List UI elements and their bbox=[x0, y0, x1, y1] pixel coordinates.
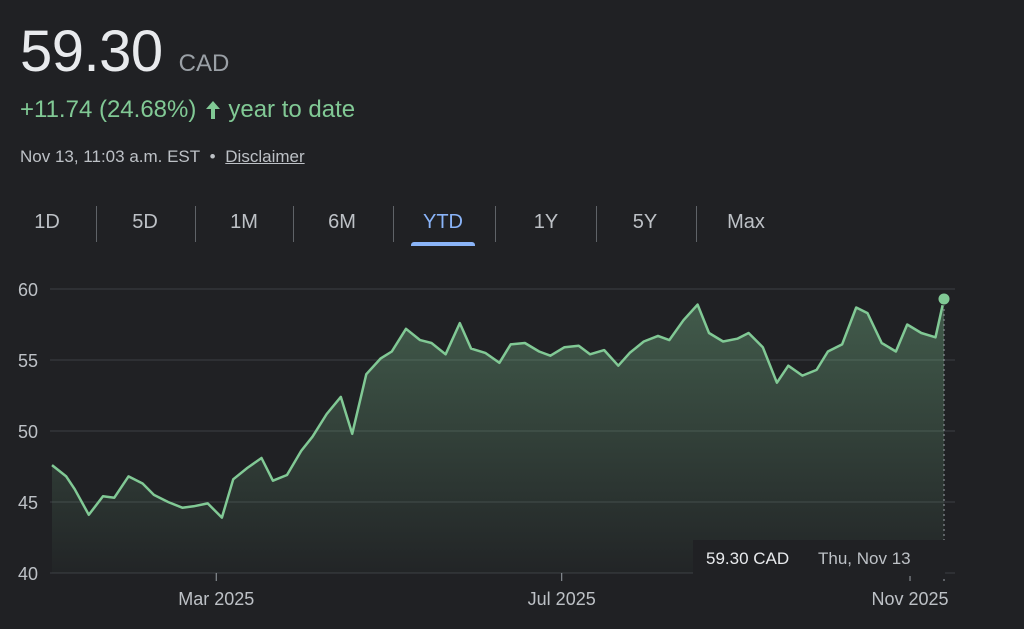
tab-1d[interactable]: 1D bbox=[34, 210, 60, 233]
price-line bbox=[51, 298, 946, 519]
current-price: 59.30 bbox=[20, 19, 163, 84]
tooltip-date: Thu, Nov 13 bbox=[818, 549, 911, 568]
x-tick-label: Nov 2025 bbox=[871, 589, 948, 609]
tab-divider bbox=[96, 206, 97, 242]
currency-label: CAD bbox=[178, 50, 230, 77]
time-range-tabs: 1D 5D 1M 6M YTD 1Y 5Y Max bbox=[0, 200, 800, 250]
price-area bbox=[52, 298, 944, 573]
tooltip-value: 59.30 CAD bbox=[706, 549, 789, 568]
separator: • bbox=[209, 147, 216, 166]
active-tab-indicator bbox=[411, 242, 475, 246]
tooltip-box bbox=[693, 540, 945, 576]
tab-5d[interactable]: 5D bbox=[132, 210, 158, 233]
tab-1m[interactable]: 1M bbox=[230, 210, 258, 233]
x-tick-label: Mar 2025 bbox=[178, 589, 254, 609]
timestamp-row: Nov 13, 11:03 a.m. EST • Disclaimer bbox=[20, 147, 305, 167]
current-point bbox=[937, 292, 951, 306]
tab-divider bbox=[194, 206, 196, 242]
y-tick-label: 45 bbox=[18, 493, 38, 513]
tab-1y[interactable]: 1Y bbox=[533, 210, 559, 233]
tab-ytd[interactable]: YTD bbox=[423, 210, 463, 233]
y-tick-label: 55 bbox=[18, 351, 38, 371]
x-tick-label: Jul 2025 bbox=[528, 589, 596, 609]
disclaimer-link[interactable]: Disclaimer bbox=[225, 147, 305, 166]
price-change: +11.74 (24.68%) year to date bbox=[20, 96, 355, 124]
y-tick-label: 50 bbox=[18, 422, 38, 442]
change-value: +11.74 (24.68%) bbox=[20, 96, 197, 123]
tab-divider bbox=[595, 206, 597, 242]
change-period: year to date bbox=[228, 96, 356, 123]
tab-divider bbox=[392, 206, 394, 242]
arrow-up-icon bbox=[204, 99, 222, 121]
tab-6m[interactable]: 6M bbox=[328, 210, 356, 233]
y-tick-label: 40 bbox=[18, 564, 38, 584]
tab-5y[interactable]: 5Y bbox=[632, 210, 658, 233]
price-header: 59.30 CAD bbox=[20, 18, 229, 85]
tab-max[interactable]: Max bbox=[727, 210, 765, 233]
timestamp: Nov 13, 11:03 a.m. EST bbox=[20, 147, 200, 166]
tab-divider bbox=[695, 206, 697, 242]
tab-divider bbox=[494, 206, 496, 242]
y-tick-label: 60 bbox=[18, 280, 38, 300]
price-chart: 60 55 50 45 40 Mar 2025 Jul 2025 Nov 2025 59.30 … bbox=[0, 262, 1024, 624]
tab-divider bbox=[293, 206, 294, 242]
chart-svg: 60 55 50 45 40 Mar 2025 Jul 2025 Nov 2025 59.30 … bbox=[18, 280, 955, 609]
